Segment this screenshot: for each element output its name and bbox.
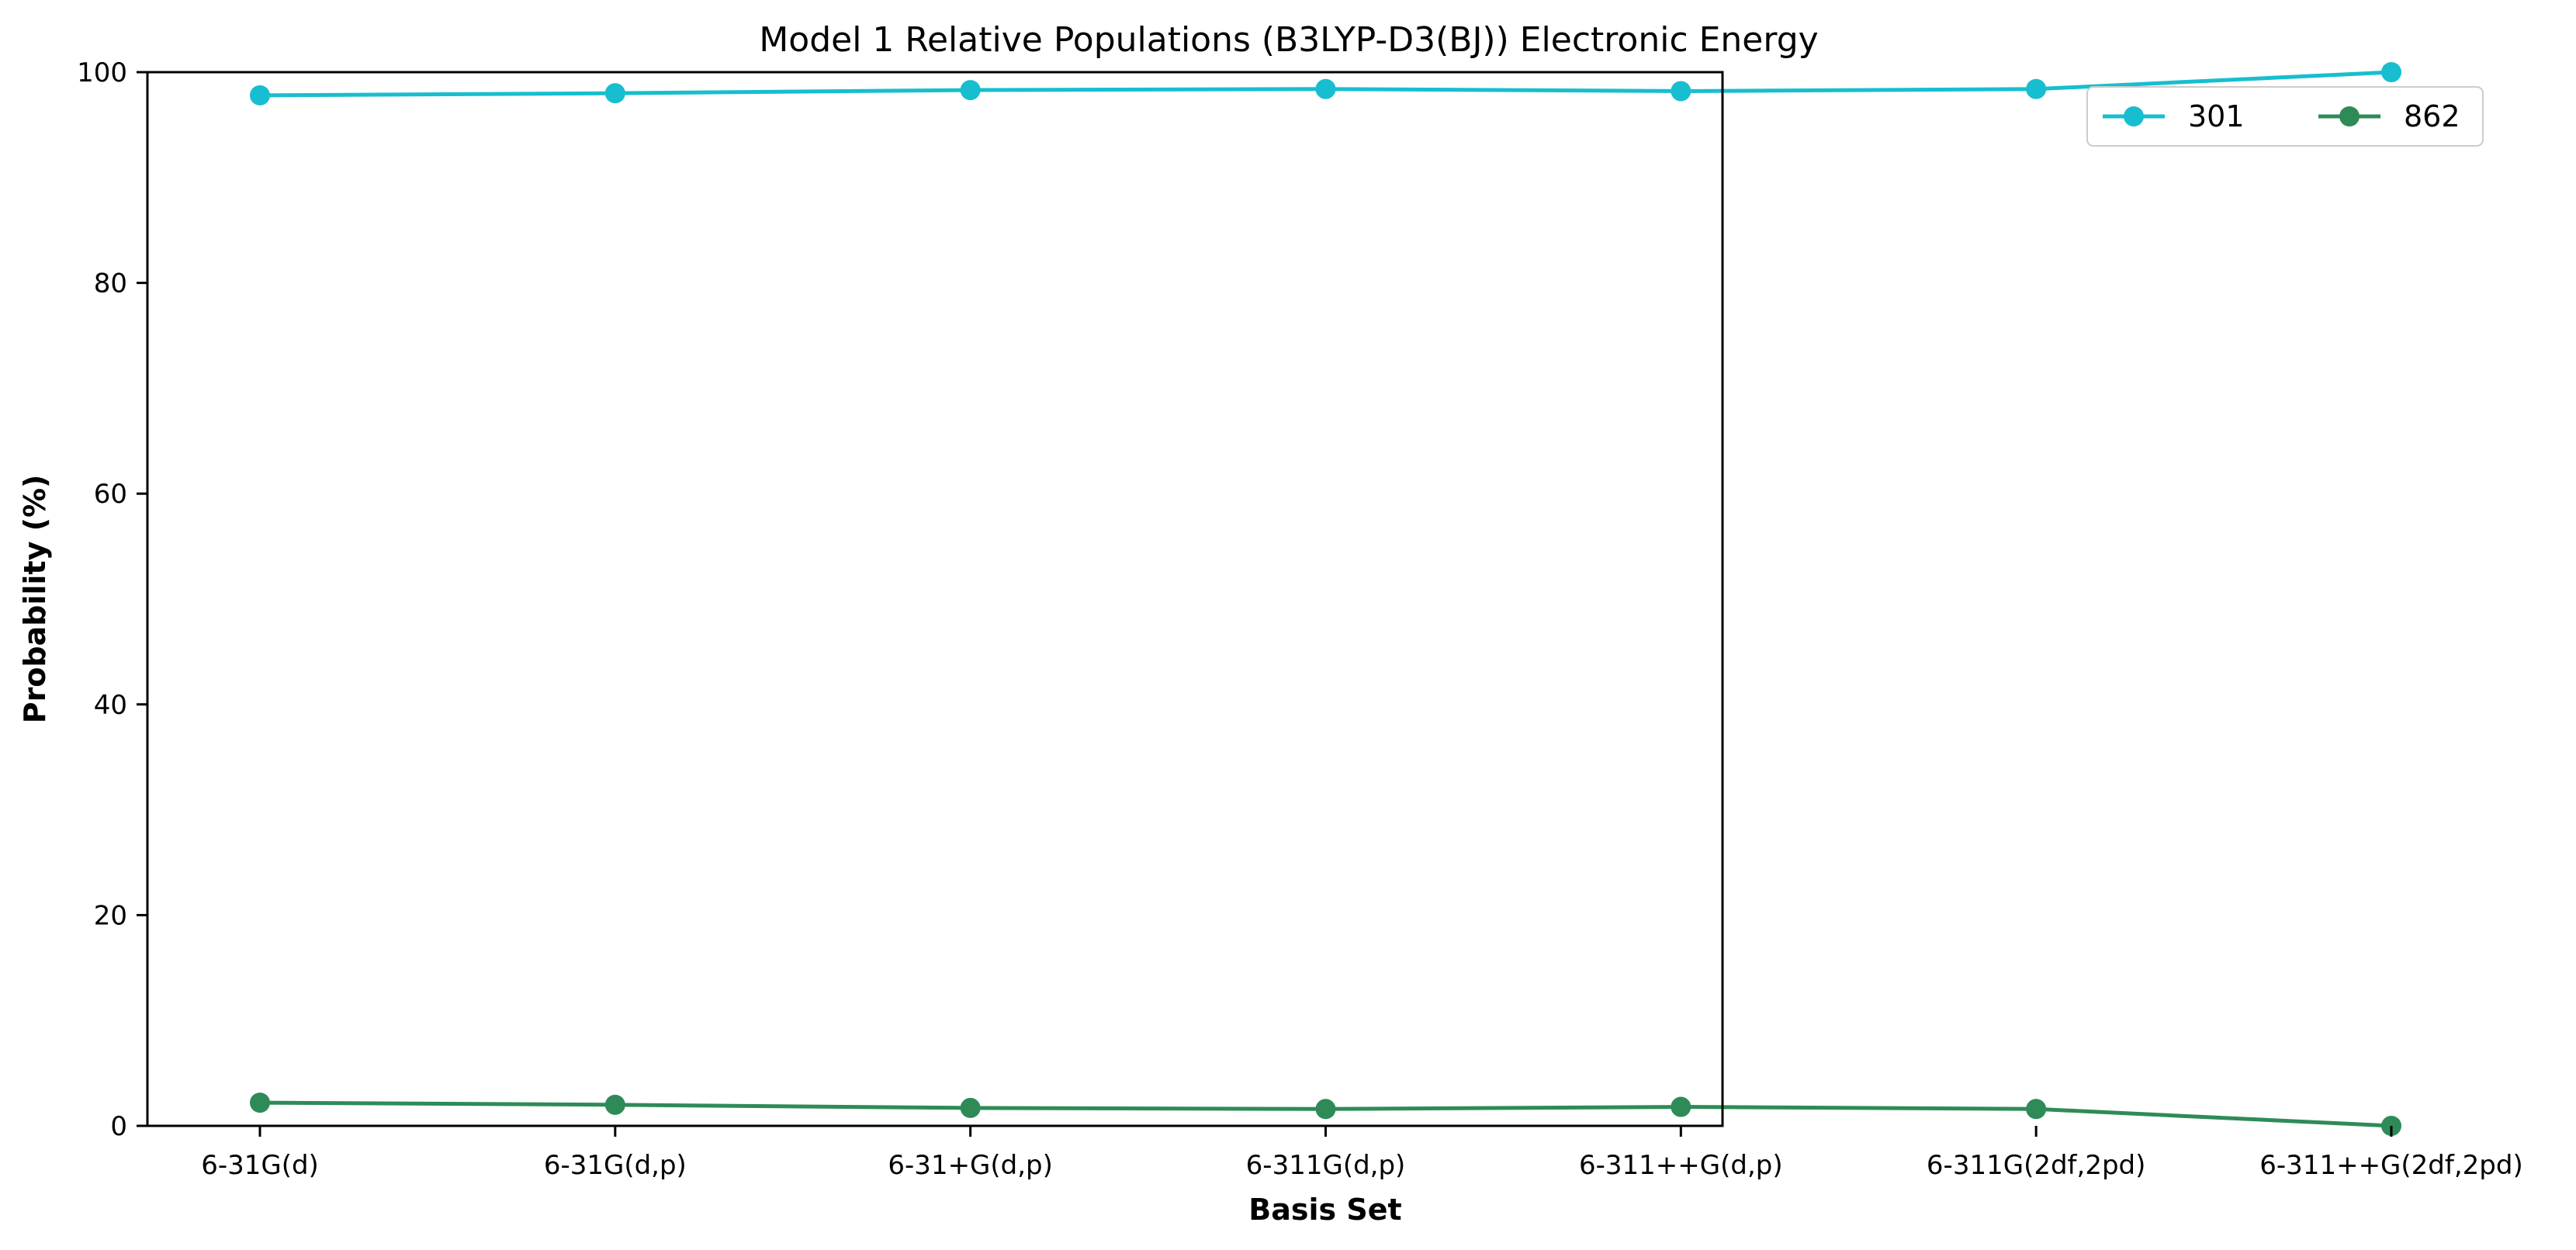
legend-marker [2339,106,2360,126]
series-862 [250,1092,2401,1136]
data-point [960,1097,981,1118]
data-point [250,85,270,106]
data-point [1671,81,1691,102]
y-tick-label: 20 [94,900,127,931]
x-axis: 6-31G(d) 6-31G(d,p) 6-31+G(d,p) 6-311G(d,p)… [201,1126,2523,1181]
plot-area [250,62,2401,1136]
data-point [1315,1099,1336,1120]
y-tick-label: 80 [94,268,127,300]
y-tick-label: 100 [77,57,127,88]
chart-title: Model 1 Relative Populations (B3LYP-D3(B… [759,20,1818,60]
data-point [1671,1096,1691,1117]
x-tick-label: 6-31G(d,p) [544,1150,687,1181]
plot-frame [146,71,1724,1127]
data-point [1315,78,1336,99]
y-tick-label: 40 [94,690,127,721]
legend-entry-862: 862 [2318,99,2460,133]
legend: 301 862 [2086,86,2484,147]
y-tick-label: 0 [110,1111,127,1142]
x-axis-label: Basis Set [1248,1193,1401,1227]
x-tick-label: 6-311++G(2df,2pd) [2259,1150,2522,1181]
legend-box [2086,86,2484,147]
legend-entry-301: 301 [2103,99,2245,133]
y-axis-label: Probability (%) [18,475,52,724]
x-tick-label: 6-311G(d,p) [1246,1150,1406,1181]
legend-marker [2124,106,2144,126]
x-tick-label: 6-311++G(d,p) [1579,1150,1783,1181]
data-point [2026,78,2047,99]
legend-label: 301 [2188,99,2245,133]
data-point [2026,1099,2047,1120]
x-tick-label: 6-31+G(d,p) [888,1150,1053,1181]
data-point [604,1094,625,1115]
data-point [250,1092,270,1113]
series-301 [250,62,2401,106]
data-point [2381,62,2401,82]
x-tick-label: 6-311G(2df,2pd) [1927,1150,2145,1181]
x-tick-label: 6-31G(d) [201,1150,319,1181]
data-point [604,83,625,104]
legend-label: 862 [2404,99,2460,133]
data-point [960,80,981,101]
y-tick-label: 60 [94,479,127,510]
y-axis: 0 20 40 60 80 100 [77,57,147,1142]
